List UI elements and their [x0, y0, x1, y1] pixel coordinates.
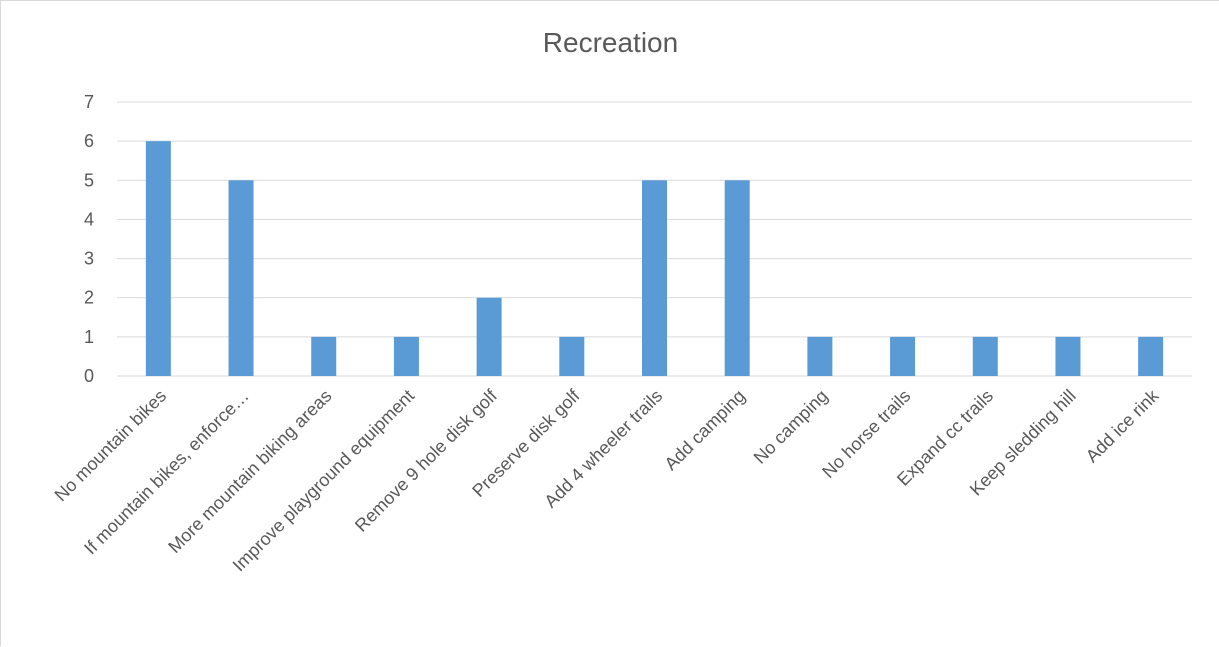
bar [1138, 336, 1164, 376]
bar [145, 141, 171, 376]
x-tick-label: No camping [750, 386, 832, 468]
x-tick-label: Add ice rink [1082, 385, 1163, 466]
x-tick-label: Improve playground equipment [229, 386, 419, 576]
bar [228, 180, 254, 376]
y-tick-label: 7 [84, 92, 94, 112]
x-tick-label: More mountain biking areas [164, 386, 335, 557]
y-tick-label: 2 [84, 288, 94, 308]
bar [559, 336, 585, 376]
bar [393, 336, 419, 376]
bar [1055, 336, 1081, 376]
bar [890, 336, 916, 376]
bar [476, 297, 502, 376]
chart-title: Recreation [542, 27, 679, 58]
x-tick-label: Remove 9 hole disk golf [351, 385, 502, 536]
y-tick-label: 3 [84, 249, 94, 269]
bar [724, 180, 750, 376]
y-tick-label: 1 [84, 327, 94, 347]
bar [642, 180, 667, 376]
y-tick-label: 6 [84, 131, 94, 151]
x-tick-label: If mountain bikes, enforce… [80, 386, 253, 559]
y-tick-label: 5 [84, 170, 94, 190]
bar [972, 336, 998, 376]
bar [807, 336, 833, 376]
x-tick-label: Add camping [661, 386, 749, 474]
y-tick-label: 0 [84, 366, 94, 386]
y-tick-label: 4 [84, 209, 94, 229]
bar [311, 336, 337, 376]
